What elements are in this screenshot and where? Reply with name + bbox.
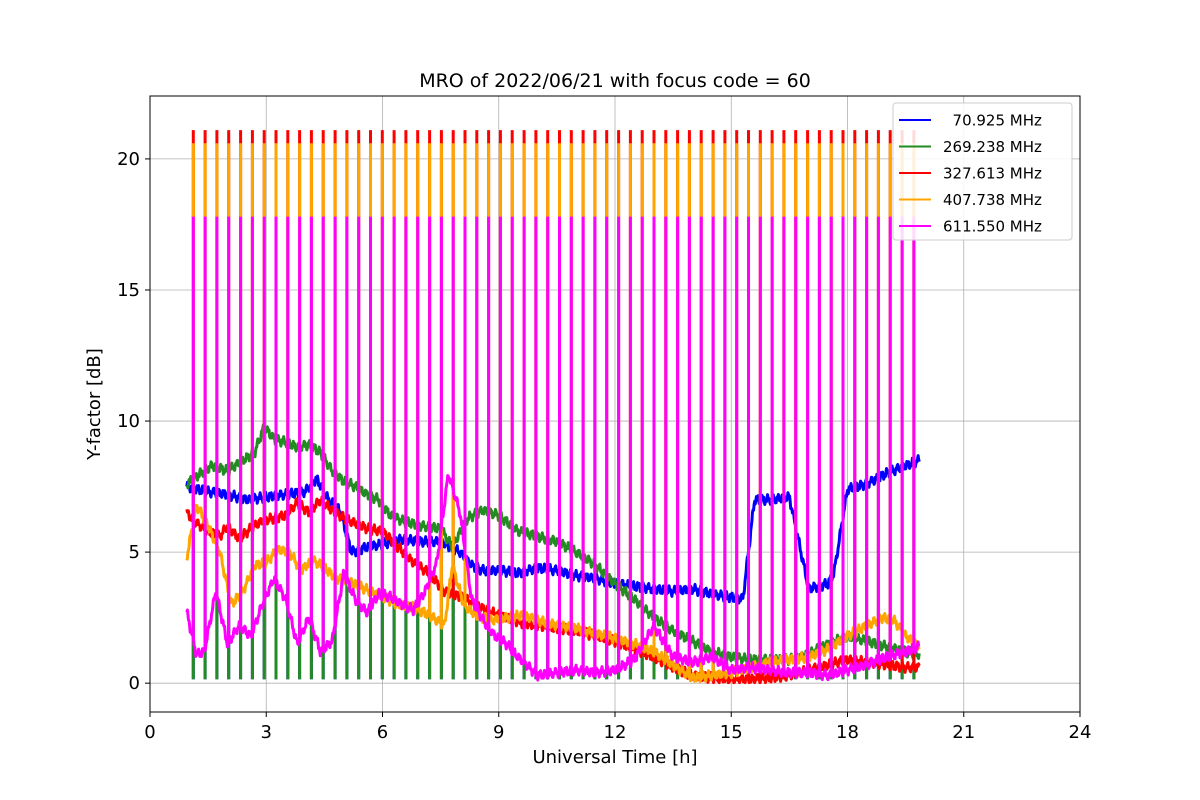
x-tick-label: 18 [836,722,859,743]
legend-box [892,102,1073,241]
chart-title: MRO of 2022/06/21 with focus code = 60 [419,70,811,92]
y-tick-label: 5 [129,542,140,563]
series-4 [185,216,921,682]
x-tick-label: 0 [144,722,155,743]
x-tick-label: 3 [261,722,272,743]
x-tick-label: 12 [604,722,627,743]
legend-label: 269.238 MHz [943,138,1042,156]
x-tick-label: 15 [720,722,743,743]
legend-label: 70.925 MHz [943,112,1042,130]
legend-label: 327.613 MHz [943,165,1042,183]
y-tick-label: 15 [117,280,140,301]
x-tick-label: 21 [952,722,975,743]
y-axis-title: Y-factor [dB] [84,348,105,461]
x-tick-label: 24 [1069,722,1092,743]
y-tick-label: 0 [129,673,140,694]
y-tick-label: 10 [117,411,140,432]
y-tick-label: 20 [117,149,140,170]
x-axis-title: Universal Time [h] [532,747,697,768]
legend: 70.925 MHz 269.238 MHz 327.613 MHz 407.738 … [892,102,1073,241]
axis-ticks: 0 3 6 9 12 15 18 21 24 0 5 10 15 20 [117,149,1091,743]
legend-label: 611.550 MHz [943,218,1042,236]
legend-label: 407.738 MHz [943,191,1042,209]
plot-data [185,130,921,685]
x-tick-label: 6 [377,722,388,743]
series-line [185,474,921,682]
x-tick-label: 9 [493,722,504,743]
